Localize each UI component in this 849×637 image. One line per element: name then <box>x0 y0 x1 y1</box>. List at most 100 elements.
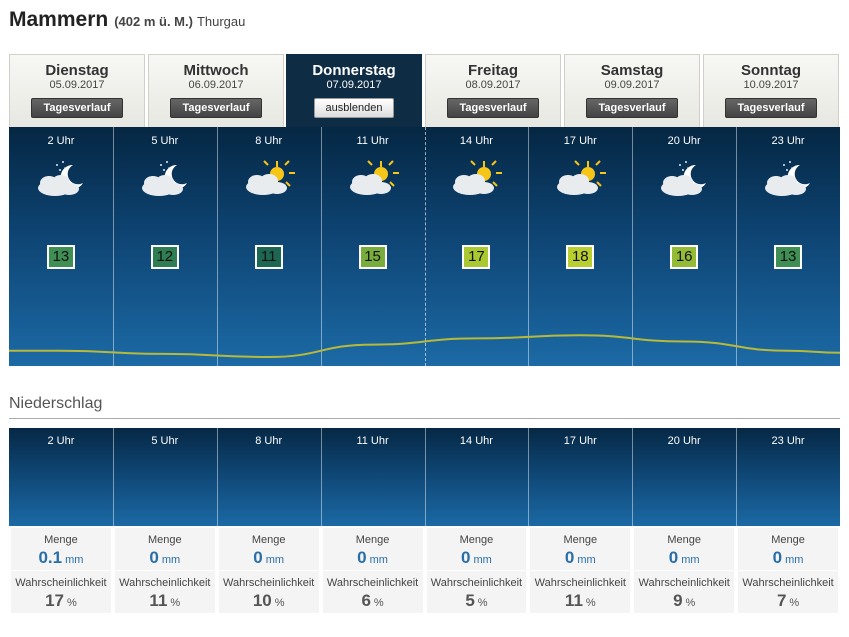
amount-label: Menge <box>771 534 805 546</box>
amount-unit: mm <box>681 554 700 566</box>
location-name: Mammern <box>9 8 109 31</box>
hour-column: 5 Uhr 12 <box>113 127 217 366</box>
day-date: 10.09.2017 <box>743 79 799 91</box>
probability-unit: % <box>274 597 285 609</box>
amount-unit: mm <box>161 554 181 566</box>
column-separator <box>217 428 218 526</box>
day-tab-dienstag[interactable]: Dienstag 05.09.2017 Tagesverlauf <box>9 54 145 127</box>
precip-probability-cell: Wahrscheinlichkeit 11% <box>114 571 215 613</box>
column-separator <box>113 127 114 366</box>
probability-number: 5 <box>465 591 475 610</box>
amount-label: Menge <box>355 534 390 546</box>
column-separator <box>632 127 633 366</box>
tagesverlauf-button[interactable]: Tagesverlauf <box>31 98 123 118</box>
amount-label: Menge <box>44 534 78 546</box>
amount-number: 0 <box>772 548 783 567</box>
tagesverlauf-button[interactable]: Tagesverlauf <box>586 98 678 118</box>
probability-unit: % <box>585 597 596 609</box>
day-name: Freitag <box>467 62 518 79</box>
hour-column: 17 Uhr 18 <box>528 127 632 366</box>
day-name: Mittwoch <box>183 62 249 79</box>
column-separator <box>528 127 529 366</box>
precip-probability-cell: Wahrscheinlichkeit 11% <box>530 571 631 613</box>
day-tab-mittwoch[interactable]: Mittwoch 06.09.2017 Tagesverlauf <box>148 54 284 127</box>
column-separator <box>736 127 737 366</box>
probability-label: Wahrscheinlichkeit <box>638 577 730 589</box>
probability-value: 7% <box>738 592 838 612</box>
column-separator <box>528 428 529 526</box>
precip-hour-time: 8 Uhr <box>255 435 283 447</box>
precip-probability-cell: Wahrscheinlichkeit 17% <box>11 571 111 613</box>
probability-label: Wahrscheinlichkeit <box>119 577 211 589</box>
column-separator <box>321 127 322 366</box>
probability-number: 7 <box>776 591 787 610</box>
day-tab-freitag[interactable]: Freitag 08.09.2017 Tagesverlauf <box>425 54 561 127</box>
hour-time: 5 Uhr <box>151 135 179 147</box>
probability-value: 6% <box>323 592 423 612</box>
tagesverlauf-button[interactable]: Tagesverlauf <box>725 98 817 118</box>
cloud-sun-icon <box>341 157 405 205</box>
section-divider <box>9 418 840 419</box>
cloud-sun-icon <box>548 157 612 205</box>
probability-number: 11 <box>149 591 168 610</box>
probability-value: 17% <box>11 592 111 612</box>
probability-label: Wahrscheinlichkeit <box>15 577 107 589</box>
cloud-moon-icon <box>756 157 820 205</box>
precip-probability-cell: Wahrscheinlichkeit 5% <box>426 571 527 613</box>
amount-label: Menge <box>667 534 701 546</box>
day-name: Samstag <box>600 62 664 79</box>
column-separator <box>113 428 114 526</box>
temperature-badge: 15 <box>358 245 387 269</box>
cloud-sun-icon <box>444 157 508 205</box>
probability-unit: % <box>477 597 488 609</box>
hour-column: 14 Uhr 17 <box>425 127 529 366</box>
precip-probability-cell: Wahrscheinlichkeit 7% <box>738 571 838 613</box>
probability-unit: % <box>685 597 696 609</box>
precip-probability-cell: Wahrscheinlichkeit 6% <box>322 571 423 613</box>
amount-number: 0 <box>461 548 471 567</box>
precip-probability-cell: Wahrscheinlichkeit 10% <box>218 571 319 613</box>
amount-number: 0 <box>357 548 367 567</box>
cloud-moon-icon <box>29 157 93 205</box>
cloud-moon-icon <box>652 157 716 205</box>
hour-time: 17 Uhr <box>563 135 597 147</box>
column-separator <box>321 428 322 526</box>
amount-unit: mm <box>577 554 596 566</box>
location-region: Thurgau <box>196 14 246 29</box>
day-tab-samstag[interactable]: Samstag 09.09.2017 Tagesverlauf <box>564 54 700 127</box>
probability-label: Wahrscheinlichkeit <box>326 577 419 589</box>
amount-number: 0.1 <box>38 548 63 567</box>
precip-probability-cell: Wahrscheinlichkeit 9% <box>634 571 735 613</box>
tagesverlauf-button[interactable]: Tagesverlauf <box>447 98 539 118</box>
column-separator <box>217 127 218 366</box>
precip-hour-time: 20 Uhr <box>667 435 701 447</box>
tagesverlauf-button[interactable]: Tagesverlauf <box>170 98 262 118</box>
hide-button[interactable]: ausblenden <box>313 98 395 118</box>
precip-amount-cell: Menge 0 mm <box>218 528 319 570</box>
temperature-badge: 13 <box>774 245 803 269</box>
amount-value: 0 mm <box>530 549 630 569</box>
probability-unit: % <box>789 597 800 609</box>
amount-number: 0 <box>253 548 263 567</box>
probability-value: 5% <box>427 592 527 612</box>
hour-time: 11 Uhr <box>356 135 389 147</box>
hour-column: 23 Uhr 13 <box>736 127 840 366</box>
hourly-forecast-panel: 2 Uhr 13 5 Uhr 12 8 Uhr 11 11 Uhr 15 14 Uhr 17 17 … <box>9 127 840 366</box>
probability-unit: % <box>170 597 181 609</box>
probability-number: 17 <box>45 591 64 610</box>
amount-label: Menge <box>563 534 598 546</box>
temperature-line <box>9 334 840 359</box>
location-altitude: (402 m ü. M.) <box>114 14 193 29</box>
day-tab-donnerstag[interactable]: Donnerstag 07.09.2017 ausblenden <box>286 54 422 128</box>
amount-label: Menge <box>147 534 182 546</box>
amount-value: 0 mm <box>115 549 215 569</box>
day-date: 09.09.2017 <box>604 79 660 91</box>
precip-hour-time: 23 Uhr <box>771 435 805 447</box>
day-tab-sonntag[interactable]: Sonntag 10.09.2017 Tagesverlauf <box>703 54 839 127</box>
precip-amount-cell: Menge 0 mm <box>322 528 423 570</box>
amount-number: 0 <box>564 548 575 567</box>
probability-label: Wahrscheinlichkeit <box>534 577 626 589</box>
amount-number: 0 <box>668 548 679 567</box>
temperature-badge: 13 <box>46 245 75 269</box>
probability-value: 9% <box>634 592 734 612</box>
